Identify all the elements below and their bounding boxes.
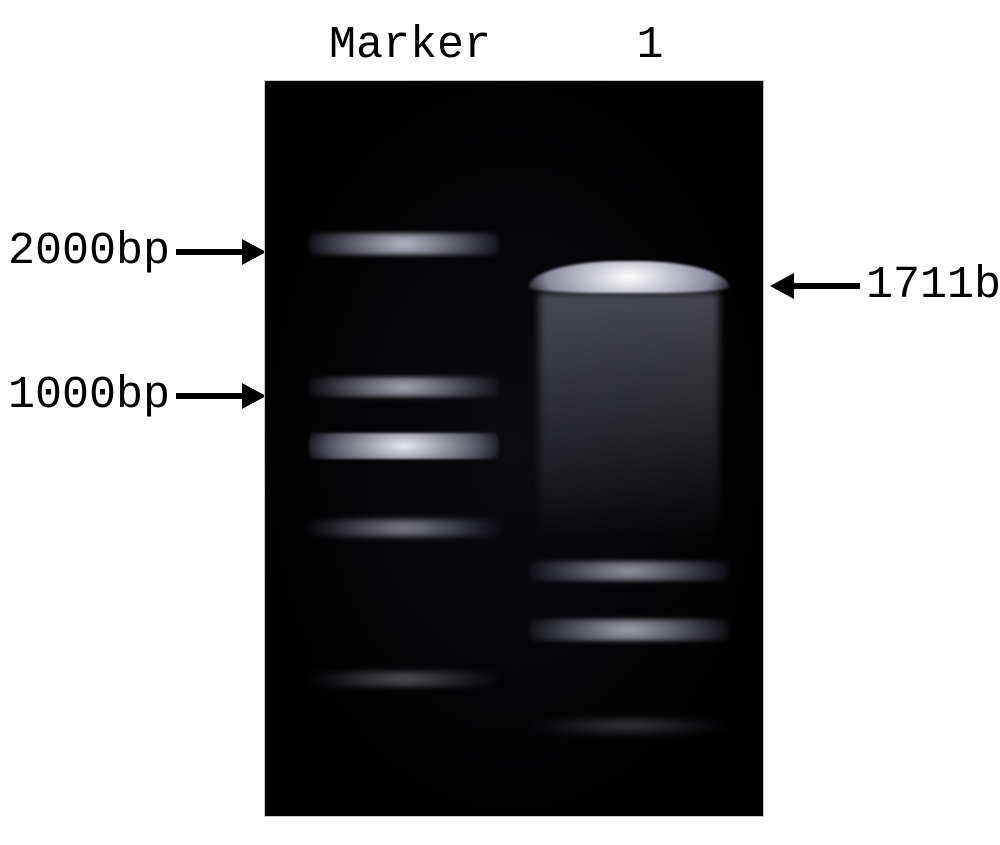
arrow-right-icon	[176, 393, 246, 399]
size-label-1711bp-text: 1711bp	[866, 260, 1000, 311]
sample-band-2	[529, 619, 729, 641]
figure-container: Marker 1 2000bp 1000bp 1711bp	[0, 0, 1000, 845]
lane-header-marker: Marker	[300, 20, 520, 71]
marker-band-3	[309, 519, 499, 537]
sample-band-1	[529, 561, 729, 581]
marker-band-4	[309, 671, 499, 687]
marker-band-0	[309, 233, 499, 255]
marker-band-2	[309, 433, 499, 459]
size-label-1711bp: 1711bp	[790, 260, 1000, 311]
lane-header-sample1: 1	[620, 20, 680, 71]
sample-smear	[539, 293, 719, 543]
marker-band-1	[309, 377, 499, 397]
arrow-right-icon	[176, 249, 246, 255]
size-label-1000bp-text: 1000bp	[8, 370, 170, 421]
size-label-2000bp-text: 2000bp	[8, 226, 170, 277]
gel-image	[264, 80, 764, 817]
sample-band-0	[528, 261, 729, 293]
arrow-left-icon	[790, 283, 860, 289]
size-label-1000bp: 1000bp	[8, 370, 246, 421]
sample-band-3	[529, 719, 729, 733]
size-label-2000bp: 2000bp	[8, 226, 246, 277]
